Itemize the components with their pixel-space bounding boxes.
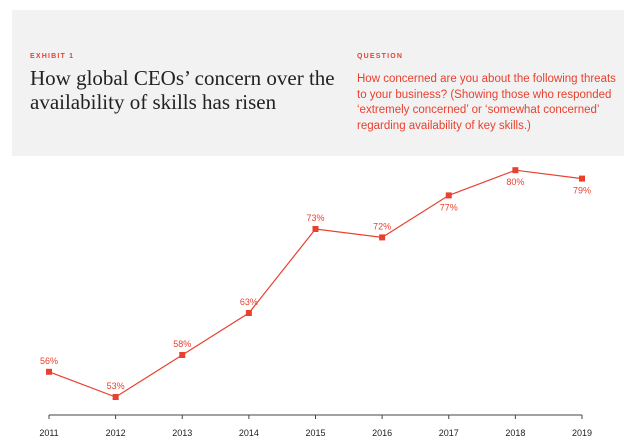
data-label: 77%	[440, 202, 458, 212]
x-tick-label: 2014	[239, 428, 259, 438]
data-point	[445, 192, 452, 199]
x-tick-label: 2018	[505, 428, 525, 438]
x-tick-label: 2017	[439, 428, 459, 438]
x-tick-label: 2012	[106, 428, 126, 438]
data-label: 53%	[107, 381, 125, 391]
data-point	[512, 167, 519, 174]
x-tick-label: 2016	[372, 428, 392, 438]
data-label: 73%	[306, 213, 324, 223]
x-tick-label: 2015	[305, 428, 325, 438]
exhibit-label: EXHIBIT 1	[30, 53, 75, 60]
data-label: 79%	[573, 186, 591, 196]
x-tick-label: 2013	[172, 428, 192, 438]
data-point	[245, 310, 252, 316]
data-point	[46, 368, 52, 375]
data-label: 80%	[506, 177, 524, 187]
series-line	[48, 169, 583, 398]
x-tick-label: 2011	[39, 428, 58, 438]
question-label: QUESTION	[357, 53, 404, 60]
data-point	[312, 226, 319, 232]
data-label: 63%	[240, 297, 258, 307]
header-panel	[12, 10, 624, 156]
data-point	[579, 175, 585, 182]
data-point	[379, 234, 386, 241]
data-point	[179, 352, 186, 358]
question-text: How concerned are you about the followin…	[357, 73, 616, 132]
data-label: 58%	[173, 339, 191, 349]
x-tick-label: 2019	[572, 428, 592, 438]
data-label: 72%	[373, 221, 391, 231]
chart-title: How global CEOs’ concern over the availa…	[30, 66, 335, 114]
data-label: 56%	[40, 356, 58, 366]
data-point	[112, 394, 119, 400]
